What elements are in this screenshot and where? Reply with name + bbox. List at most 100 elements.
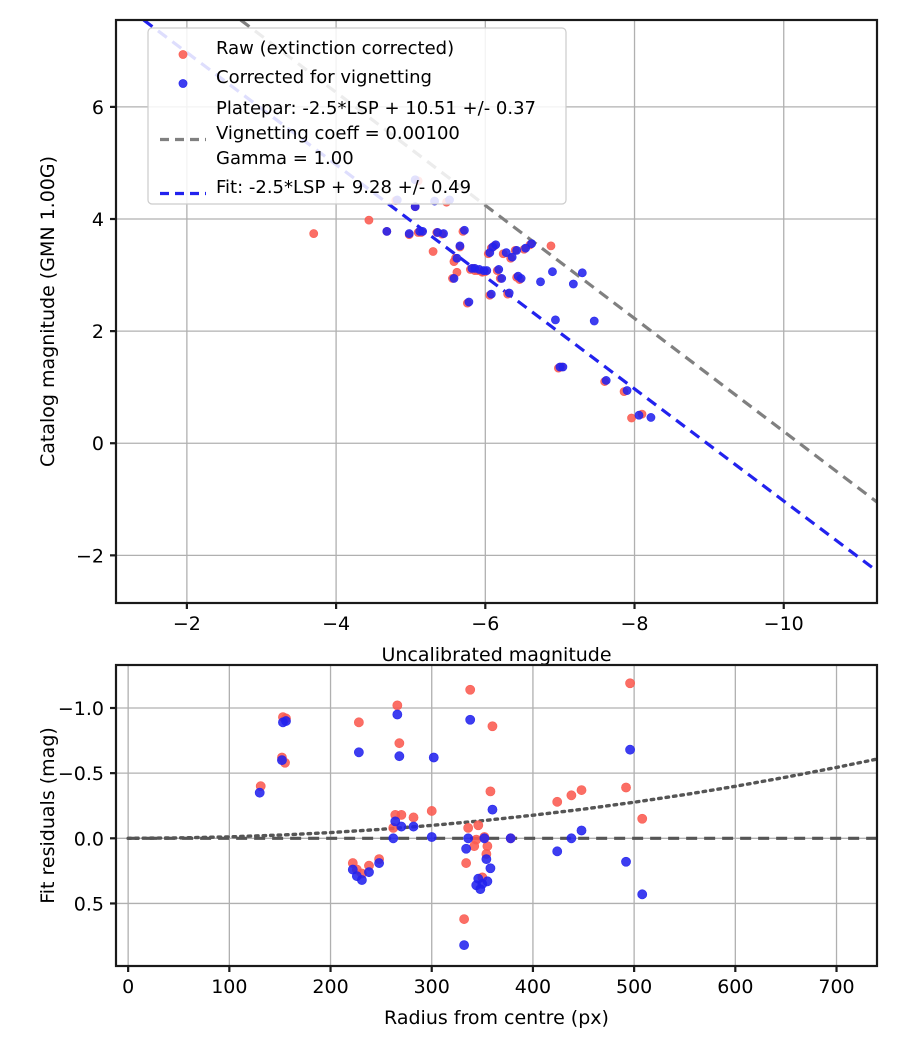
y-axis-title: Catalog magnitude (GMN 1.00G) bbox=[37, 156, 59, 467]
legend-item[interactable]: Corrected for vignetting bbox=[178, 67, 432, 88]
data-point bbox=[621, 856, 631, 867]
legend-item[interactable]: Fit: -2.5*LSP + 9.28 +/- 0.49 bbox=[160, 177, 471, 198]
data-point bbox=[353, 717, 364, 728]
data-point bbox=[622, 386, 632, 395]
data-point bbox=[374, 858, 385, 868]
data-point bbox=[577, 268, 587, 278]
data-point bbox=[459, 940, 470, 951]
lines-group bbox=[126, 757, 877, 840]
data-point bbox=[465, 714, 476, 725]
data-point bbox=[455, 241, 465, 251]
panel-photometry-calibration: −2 −4 −6 −8 −10 −2 0 2 4 6 Uncalibrated magnitude C… bbox=[37, 18, 879, 666]
data-point bbox=[551, 315, 560, 325]
data-point bbox=[497, 274, 507, 283]
data-point bbox=[460, 225, 469, 235]
y-tick-label: −2 bbox=[76, 545, 104, 567]
y-tick-label: −1.0 bbox=[58, 698, 104, 720]
axes-spines bbox=[114, 663, 879, 968]
grid bbox=[116, 665, 877, 966]
data-point bbox=[637, 889, 648, 900]
legend: Raw (extinction corrected) Corrected for … bbox=[147, 27, 567, 205]
data-point bbox=[394, 738, 405, 749]
data-point bbox=[426, 832, 437, 842]
scatter-group bbox=[309, 175, 656, 423]
data-point bbox=[589, 316, 599, 326]
legend-label: Raw (extinction corrected) bbox=[216, 38, 454, 59]
legend-label: Vignetting coeff = 0.00100 bbox=[216, 123, 460, 144]
axes-frame bbox=[114, 18, 879, 605]
x-axis-title: Uncalibrated magnitude bbox=[381, 644, 611, 666]
legend-marker-dot bbox=[178, 79, 188, 88]
data-point bbox=[621, 782, 631, 793]
data-point bbox=[481, 854, 492, 865]
data-point bbox=[487, 721, 498, 732]
data-point bbox=[281, 716, 291, 726]
y-axis-title: Fit residuals (mag) bbox=[37, 727, 59, 904]
data-point bbox=[513, 271, 523, 281]
x-tick-label: −4 bbox=[322, 613, 350, 635]
x-tick-label: −8 bbox=[621, 613, 649, 635]
y-tick-label: 0.0 bbox=[74, 828, 104, 850]
data-point bbox=[548, 267, 557, 277]
panel-fit-residuals: 0 100 200 300 400 500 600 700 0.5 0.0 −0.5 −1.0 Radi… bbox=[37, 663, 879, 1029]
data-point bbox=[364, 867, 374, 878]
data-point bbox=[396, 821, 407, 832]
y-tick-label: 2 bbox=[92, 321, 104, 343]
series-corrected-for-vignetting bbox=[254, 709, 648, 951]
data-point bbox=[461, 843, 472, 854]
data-point bbox=[479, 833, 490, 844]
data-point bbox=[521, 243, 530, 253]
data-point bbox=[568, 279, 578, 289]
data-point bbox=[463, 833, 474, 844]
data-point bbox=[449, 274, 459, 283]
data-point bbox=[505, 833, 516, 844]
data-point bbox=[459, 914, 470, 924]
data-point bbox=[382, 226, 392, 236]
data-point bbox=[485, 786, 496, 797]
data-point bbox=[546, 241, 556, 251]
data-point bbox=[527, 239, 536, 249]
data-point bbox=[357, 875, 367, 885]
x-tick-label: 500 bbox=[616, 976, 652, 998]
data-point bbox=[254, 787, 265, 798]
data-point bbox=[469, 841, 480, 852]
legend-item[interactable]: Raw (extinction corrected) bbox=[178, 38, 454, 59]
y-tick-label: 0.5 bbox=[74, 893, 104, 915]
data-point bbox=[634, 410, 644, 420]
data-point bbox=[392, 700, 403, 711]
x-tick-label: 100 bbox=[211, 976, 247, 998]
x-tick-label: 600 bbox=[717, 976, 753, 998]
y-tick-label: 0 bbox=[92, 433, 104, 455]
y-tick-label: −0.5 bbox=[58, 763, 104, 785]
legend-background bbox=[147, 27, 567, 205]
data-point bbox=[566, 833, 577, 844]
data-point bbox=[364, 215, 374, 225]
data-point bbox=[461, 858, 472, 868]
data-point bbox=[601, 376, 611, 385]
data-point bbox=[487, 804, 498, 815]
scatter-group bbox=[254, 678, 648, 951]
data-point bbox=[408, 821, 419, 832]
data-point bbox=[486, 289, 496, 299]
data-point bbox=[452, 253, 462, 263]
data-point bbox=[392, 709, 403, 720]
legend-label: Gamma = 1.00 bbox=[216, 148, 354, 169]
series-corrected-for-vignetting bbox=[382, 175, 656, 422]
ticks: 0 100 200 300 400 500 600 700 0.5 0.0 −0.5 −1.0 bbox=[58, 698, 855, 998]
legend-label: Corrected for vignetting bbox=[216, 67, 432, 88]
data-point bbox=[465, 684, 476, 695]
legend-item[interactable]: Platepar: -2.5*LSP + 10.51 +/- 0.37 Vigne… bbox=[160, 98, 536, 169]
data-point bbox=[353, 747, 364, 758]
data-point bbox=[428, 752, 439, 763]
ticks: −2 −4 −6 −8 −10 −2 0 2 4 6 bbox=[76, 97, 804, 635]
data-point bbox=[576, 785, 587, 795]
data-point bbox=[463, 822, 474, 833]
x-tick-label: 300 bbox=[414, 976, 450, 998]
data-point bbox=[473, 873, 484, 884]
series-raw-extinction-corrected bbox=[309, 176, 647, 423]
data-point bbox=[404, 229, 414, 238]
data-point bbox=[507, 252, 517, 262]
data-point bbox=[482, 266, 492, 275]
data-point bbox=[396, 809, 407, 820]
